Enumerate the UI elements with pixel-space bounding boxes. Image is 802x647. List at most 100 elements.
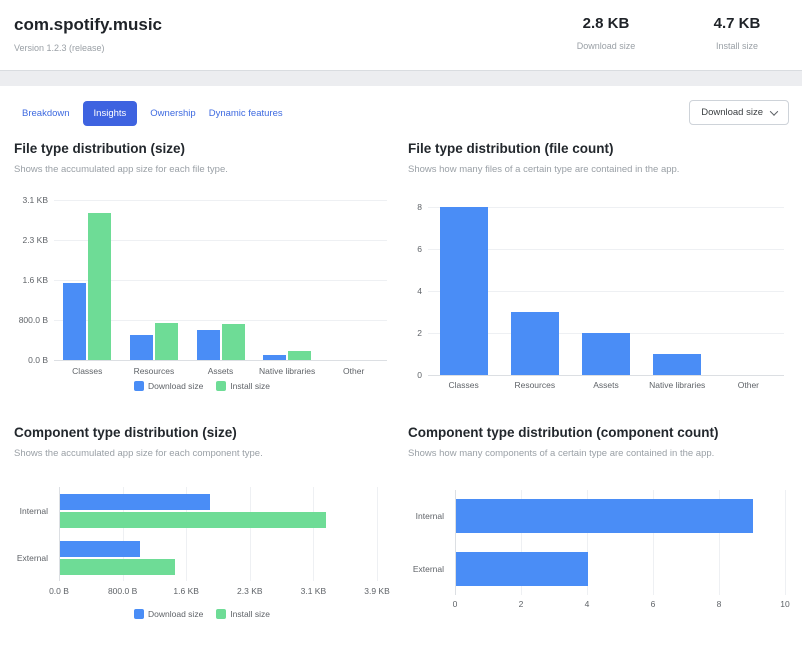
download-size-value: 2.8 KB [582, 15, 630, 32]
x-axis-line [428, 375, 784, 376]
download-size-stat: 2.8 KB Download size [560, 15, 652, 51]
chart-bar-assets-install-size [221, 323, 245, 360]
legend-label-download-size: Download size [148, 609, 204, 619]
chart-bar-classes-install-size [88, 212, 112, 360]
gridline [313, 487, 315, 581]
category-label-resources: Resources [133, 366, 175, 376]
y-tick-label: 2 [417, 328, 422, 338]
category-label-external: External [412, 563, 444, 574]
tab-dynamic-features[interactable]: Dynamic features [209, 101, 283, 126]
legend-label-install-size: Install size [230, 381, 270, 391]
gridline [587, 490, 588, 595]
install-size-label: Install size [715, 41, 759, 51]
y-tick-label: 800.0 B [18, 315, 48, 325]
gridline [122, 487, 124, 581]
legend-item-download-size: Download size [134, 381, 203, 391]
y-tick-label: 1.6 KB [22, 275, 48, 285]
gridline [428, 207, 784, 208]
y-axis-line [455, 490, 456, 595]
chart-bar-native-libraries-download-size [263, 354, 287, 360]
y-tick-label: 4 [417, 286, 422, 296]
gridline [785, 490, 786, 595]
chart-title-component-type-size: Component type distribution (size) [14, 425, 237, 440]
chart-bar-resources [510, 312, 559, 375]
install-size-stat: 4.7 KB Install size [691, 15, 783, 51]
chart-subtitle-component-type-size: Shows the accumulated app size for each … [14, 448, 263, 459]
x-tick-label: 6 [650, 599, 656, 609]
chart-bar-resources-install-size [154, 322, 178, 360]
chart-bar-internal-download-size [60, 493, 211, 510]
x-tick-label: 3.9 KB [364, 586, 390, 596]
legend-item-install-size: Install size [216, 381, 270, 391]
category-label-assets: Assets [207, 366, 234, 376]
chart-file-type-count: 8 6 4 2 0 Classes Resources Assets Native librar… [408, 188, 790, 404]
legend-swatch-download-size [134, 609, 145, 619]
chart-bar-native-libraries-install-size [288, 350, 312, 360]
y-tick-label: 6 [417, 244, 422, 254]
download-size-label: Download size [576, 41, 636, 51]
chevron-down-icon [769, 106, 779, 116]
chart-bar-classes [439, 207, 488, 375]
tab-breakdown[interactable]: Breakdown [22, 101, 70, 126]
tab-ownership[interactable]: Ownership [150, 101, 195, 126]
chart-bar-assets-download-size [196, 329, 220, 360]
y-tick-label: 2.3 KB [22, 235, 48, 245]
chart-bar-internal-install-size [60, 511, 326, 528]
header-divider [0, 70, 802, 86]
category-label-other: Other [737, 380, 760, 390]
size-mode-dropdown[interactable]: Download size [689, 100, 789, 125]
x-tick-label: 1.6 KB [173, 586, 199, 596]
category-label-resources: Resources [514, 380, 556, 390]
category-label-native-libraries: Native libraries [258, 366, 316, 376]
chart-bar-classes-download-size [63, 282, 87, 360]
y-tick-label: 8 [417, 202, 422, 212]
chart-legend: Download size Install size [14, 609, 390, 619]
x-tick-label: 800.0 B [107, 586, 138, 596]
x-axis-line [54, 360, 387, 361]
chart-bar-assets [582, 333, 630, 375]
gridline [54, 320, 387, 321]
legend-swatch-install-size [216, 381, 227, 391]
chart-subtitle-component-type-count: Shows how many components of a certain t… [408, 448, 715, 459]
legend-label-install-size: Install size [230, 609, 270, 619]
legend-item-download-size: Download size [134, 609, 203, 619]
gridline [653, 490, 654, 595]
gridline [54, 240, 387, 241]
gridline [377, 487, 378, 581]
gridline [249, 487, 251, 581]
x-tick-label: 8 [716, 599, 722, 609]
gridline [521, 490, 522, 595]
y-axis-line [59, 487, 60, 581]
chart-title-file-type-count: File type distribution (file count) [408, 141, 614, 156]
legend-swatch-download-size [134, 381, 145, 391]
chart-bar-native-libraries [653, 354, 702, 375]
chart-file-type-size: 3.1 KB 2.3 KB 1.6 KB 800.0 B 0.0 B Classes Res… [14, 188, 390, 404]
chart-bar-external-download-size [60, 540, 140, 557]
category-label-internal: Internal [415, 511, 444, 522]
chart-component-type-size: 0.0 B 800.0 B 1.6 KB 2.3 KB 3.1 KB 3.9 KB Inte… [14, 478, 390, 638]
x-tick-label: 0.0 B [49, 586, 69, 596]
x-tick-label: 0 [452, 599, 458, 609]
x-tick-label: 4 [584, 599, 590, 609]
chart-bar-internal [456, 499, 753, 534]
chart-bar-external [456, 551, 588, 586]
tab-insights[interactable]: Insights [82, 100, 138, 126]
gridline [719, 490, 720, 595]
app-version: Version 1.2.3 (release) [14, 43, 105, 53]
chart-title-component-type-count: Component type distribution (component c… [408, 425, 719, 440]
chart-title-file-type-size: File type distribution (size) [14, 141, 186, 156]
category-label-classes: Classes [72, 366, 103, 376]
x-tick-label: 3.1 KB [300, 586, 327, 596]
chart-bar-resources-download-size [129, 334, 153, 360]
app-title: com.spotify.music [14, 15, 162, 34]
gridline [186, 487, 188, 581]
legend-swatch-install-size [216, 609, 227, 619]
tab-bar: Breakdown Insights Ownership Dynamic featur… [22, 100, 283, 126]
header: com.spotify.music Version 1.2.3 (release… [0, 0, 802, 70]
gridline [54, 200, 387, 201]
chart-legend: Download size Install size [14, 381, 390, 391]
category-label-classes: Classes [448, 380, 479, 390]
x-tick-label: 10 [780, 599, 790, 609]
chart-subtitle-file-type-size: Shows the accumulated app size for each … [14, 164, 228, 175]
